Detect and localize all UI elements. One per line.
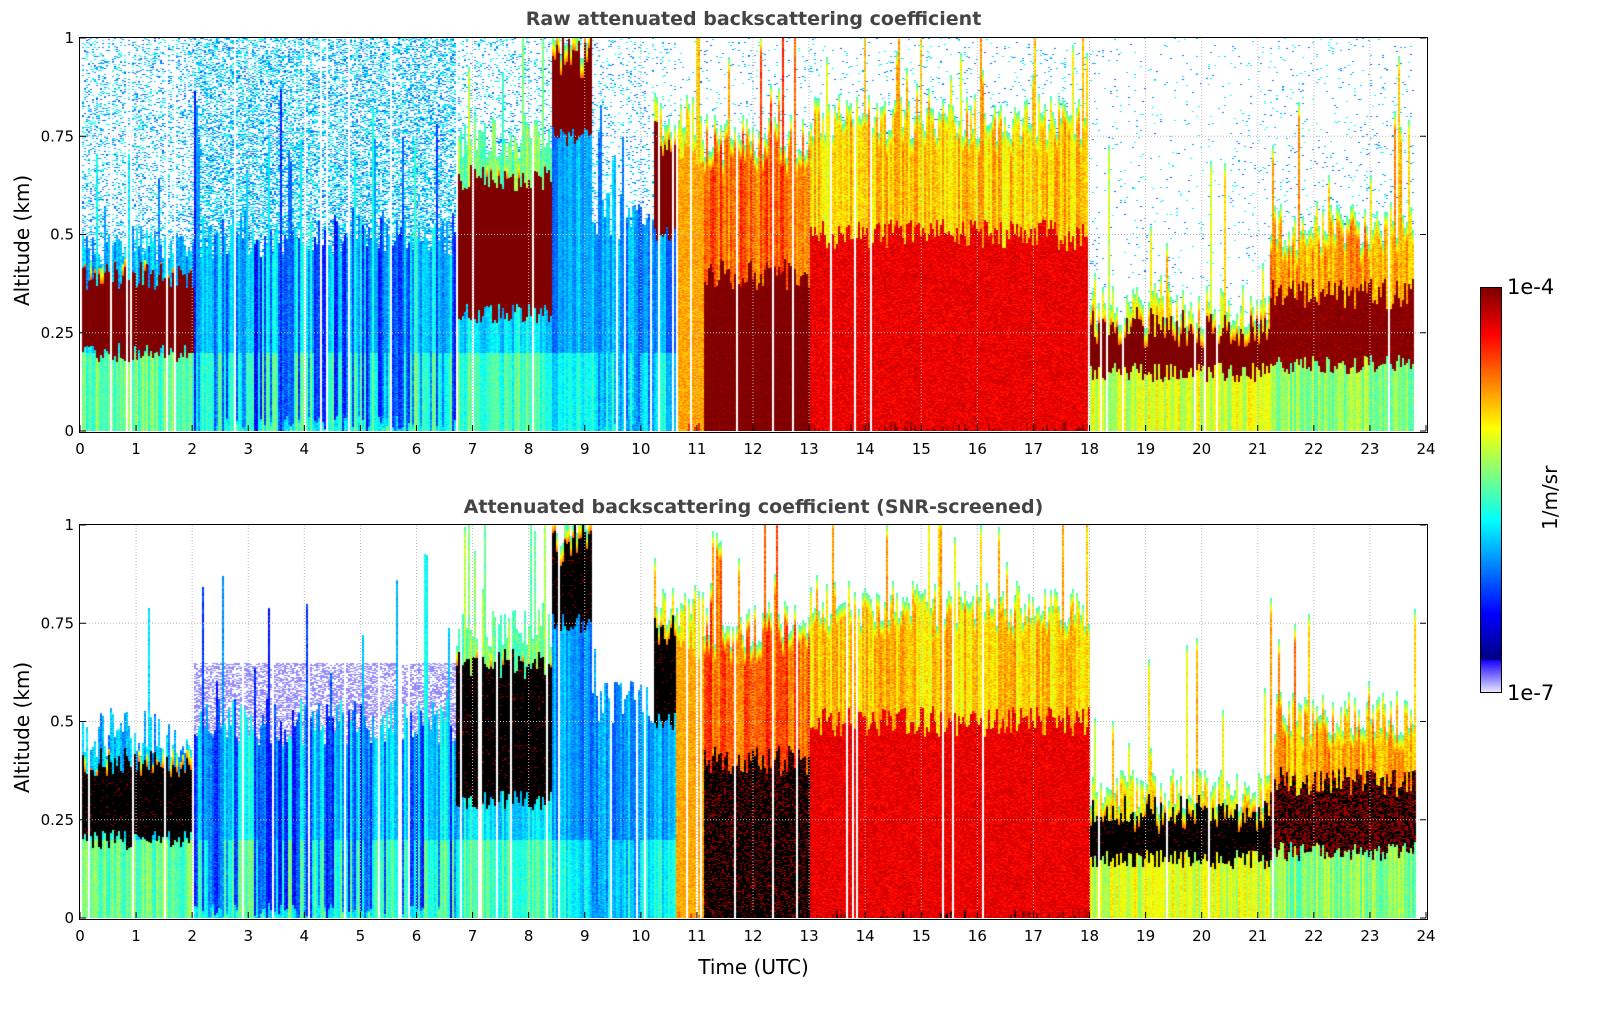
x-tick-label: 24 xyxy=(1416,440,1435,458)
y-tick-label: 0 xyxy=(64,909,74,927)
x-tick-label: 4 xyxy=(300,927,310,945)
x-tick-label: 18 xyxy=(1080,440,1099,458)
y-tick-label: 0.25 xyxy=(41,324,74,342)
x-tick-label: 6 xyxy=(412,927,422,945)
x-tick-label: 14 xyxy=(856,440,875,458)
x-tick-label: 10 xyxy=(631,440,650,458)
x-tick-label: 7 xyxy=(468,927,478,945)
x-tick-label: 16 xyxy=(968,927,987,945)
x-tick-label: 22 xyxy=(1304,927,1323,945)
x-tick-label: 21 xyxy=(1248,440,1267,458)
x-tick-label: 3 xyxy=(243,440,253,458)
colorbar-label: 1/m/sr xyxy=(1538,465,1562,530)
x-tick-label: 4 xyxy=(300,440,310,458)
y-tick-label: 0.5 xyxy=(50,226,74,244)
x-tick-label: 22 xyxy=(1304,440,1323,458)
y-tick-label: 0 xyxy=(64,422,74,440)
x-tick-label: 0 xyxy=(75,440,85,458)
x-tick-label: 12 xyxy=(743,440,762,458)
x-tick-label: 12 xyxy=(743,927,762,945)
x-tick-label: 11 xyxy=(687,927,706,945)
x-tick-label: 20 xyxy=(1192,927,1211,945)
colorbar xyxy=(1480,287,1502,693)
bottom-heatmap-axes: 0 1 2 3 4 5 6 7 8 9 10 11 12 13 14 15 16 17 18 19 20 21 22 23 24… xyxy=(41,516,1436,945)
x-tick-label: 9 xyxy=(580,927,590,945)
bottom-y-axis-label: Altitude (km) xyxy=(10,661,34,793)
axis-overlay: 0 1 2 3 4 5 6 7 8 9 10 11 12 13 14 15 16 17 18 19 20 21 22 23 24… xyxy=(41,516,1436,945)
top-y-axis-label: Altitude (km) xyxy=(10,174,34,306)
x-tick-label: 19 xyxy=(1136,927,1155,945)
x-tick-label: 24 xyxy=(1416,927,1435,945)
top-plot-title: Raw attenuated backscattering coefficien… xyxy=(525,8,982,30)
x-tick-label: 20 xyxy=(1192,440,1211,458)
x-tick-label: 1 xyxy=(131,927,141,945)
x-tick-label: 15 xyxy=(912,927,931,945)
top-heatmap-axes: 0 1 2 3 4 5 6 7 8 9 10 11 12 13 14 15 16 17 18 19 20 21 22 23 24… xyxy=(41,29,1436,458)
x-tick-label: 8 xyxy=(524,440,534,458)
x-tick-label: 15 xyxy=(912,440,931,458)
axis-overlay: 0 1 2 3 4 5 6 7 8 9 10 11 12 13 14 15 16 17 18 19 20 21 22 23 24… xyxy=(41,29,1436,458)
x-tick-label: 1 xyxy=(131,440,141,458)
x-tick-label: 3 xyxy=(243,927,253,945)
x-axis-label: Time (UTC) xyxy=(698,955,809,979)
x-tick-label: 17 xyxy=(1024,440,1043,458)
x-tick-label: 13 xyxy=(800,927,819,945)
x-tick-label: 14 xyxy=(856,927,875,945)
x-tick-label: 0 xyxy=(75,927,85,945)
x-tick-label: 7 xyxy=(468,440,478,458)
x-tick-label: 19 xyxy=(1136,440,1155,458)
x-tick-label: 21 xyxy=(1248,927,1267,945)
colorbar-min-label: 1e-7 xyxy=(1507,681,1555,705)
bottom-plot-title: Attenuated backscattering coefficient (S… xyxy=(463,496,1044,518)
y-tick-label: 0.25 xyxy=(41,811,74,829)
y-tick-label: 0.75 xyxy=(41,127,74,145)
x-tick-label: 16 xyxy=(968,440,987,458)
x-tick-label: 6 xyxy=(412,440,422,458)
y-tick-label: 0.5 xyxy=(50,713,74,731)
x-tick-label: 23 xyxy=(1360,440,1379,458)
x-tick-label: 17 xyxy=(1024,927,1043,945)
x-tick-label: 11 xyxy=(687,440,706,458)
x-tick-label: 2 xyxy=(187,927,197,945)
x-tick-label: 23 xyxy=(1360,927,1379,945)
x-tick-label: 18 xyxy=(1080,927,1099,945)
x-tick-label: 10 xyxy=(631,927,650,945)
x-tick-label: 5 xyxy=(356,927,366,945)
colorbar-max-label: 1e-4 xyxy=(1507,275,1555,299)
x-tick-label: 2 xyxy=(187,440,197,458)
x-tick-label: 5 xyxy=(356,440,366,458)
y-tick-label: 1 xyxy=(64,516,74,534)
y-tick-label: 0.75 xyxy=(41,614,74,632)
y-tick-label: 1 xyxy=(64,29,74,47)
x-tick-label: 13 xyxy=(800,440,819,458)
x-tick-label: 8 xyxy=(524,927,534,945)
x-tick-label: 9 xyxy=(580,440,590,458)
